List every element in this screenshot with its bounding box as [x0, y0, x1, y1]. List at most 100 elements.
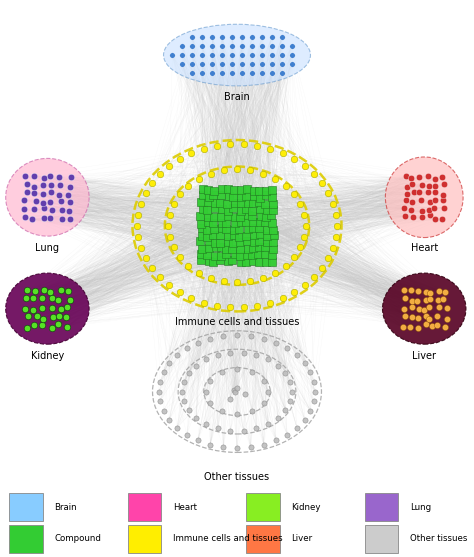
Point: [301, 359, 309, 368]
Point: [225, 191, 232, 200]
Point: [64, 322, 71, 331]
Point: [407, 322, 414, 331]
Point: [216, 199, 223, 208]
Point: [218, 204, 226, 213]
Point: [263, 212, 270, 221]
Point: [431, 187, 439, 196]
Point: [310, 378, 318, 387]
Point: [176, 154, 183, 163]
Point: [238, 32, 246, 41]
Point: [173, 423, 181, 432]
Point: [422, 295, 430, 304]
Point: [176, 288, 183, 297]
Point: [310, 170, 318, 179]
Point: [214, 350, 221, 359]
Point: [399, 323, 407, 332]
Point: [46, 287, 54, 296]
Point: [224, 212, 232, 221]
Point: [231, 250, 239, 258]
Point: [222, 224, 230, 233]
Point: [274, 361, 282, 370]
Point: [414, 313, 422, 322]
Point: [409, 303, 416, 312]
Point: [270, 231, 277, 240]
Point: [40, 203, 48, 212]
Point: [255, 237, 262, 246]
Point: [173, 351, 181, 360]
Point: [31, 204, 38, 213]
Point: [291, 288, 298, 297]
Point: [166, 232, 173, 241]
Point: [288, 51, 295, 60]
Point: [424, 172, 432, 180]
Point: [183, 431, 191, 439]
Point: [233, 165, 241, 174]
Point: [402, 196, 410, 204]
Point: [256, 204, 264, 213]
Point: [264, 419, 272, 428]
Point: [40, 285, 47, 294]
Point: [24, 286, 31, 295]
Point: [231, 388, 239, 397]
Point: [218, 212, 225, 221]
Point: [403, 189, 410, 198]
Point: [310, 397, 318, 406]
Point: [23, 180, 31, 189]
Point: [22, 294, 30, 302]
Point: [278, 32, 285, 41]
Point: [207, 398, 214, 407]
Point: [231, 213, 239, 222]
Point: [249, 211, 256, 220]
Point: [418, 207, 426, 216]
Point: [248, 368, 256, 377]
Point: [439, 190, 447, 199]
Point: [410, 188, 418, 197]
Point: [247, 443, 255, 452]
Point: [443, 314, 450, 323]
Point: [165, 281, 173, 290]
Point: [205, 257, 212, 266]
Point: [254, 301, 261, 310]
Point: [209, 32, 216, 41]
Point: [262, 200, 269, 209]
Point: [325, 189, 332, 198]
FancyBboxPatch shape: [246, 494, 280, 521]
Point: [325, 254, 332, 263]
Point: [244, 211, 252, 219]
Point: [195, 268, 202, 277]
Point: [39, 315, 46, 324]
Point: [165, 416, 173, 424]
Point: [66, 198, 73, 207]
Point: [217, 191, 224, 200]
Point: [264, 355, 272, 364]
Text: Other tissues: Other tissues: [410, 534, 467, 544]
Point: [209, 69, 216, 77]
Point: [199, 185, 206, 194]
Point: [217, 243, 225, 252]
Point: [210, 219, 217, 228]
Point: [297, 243, 304, 252]
Point: [56, 180, 64, 189]
Point: [20, 205, 27, 214]
Point: [197, 198, 205, 207]
Point: [248, 250, 256, 259]
Point: [218, 185, 226, 194]
Point: [30, 306, 37, 315]
Point: [268, 51, 275, 60]
Point: [198, 245, 205, 253]
Point: [293, 423, 301, 432]
Point: [248, 42, 255, 51]
Point: [237, 207, 244, 216]
Point: [207, 273, 215, 282]
Point: [160, 407, 167, 416]
FancyBboxPatch shape: [9, 525, 43, 553]
Point: [229, 238, 237, 247]
Point: [204, 206, 211, 214]
Point: [199, 69, 206, 77]
Point: [418, 196, 425, 204]
Point: [332, 210, 339, 219]
Point: [408, 179, 416, 188]
Point: [260, 376, 267, 385]
Point: [426, 211, 434, 220]
Point: [209, 60, 216, 69]
